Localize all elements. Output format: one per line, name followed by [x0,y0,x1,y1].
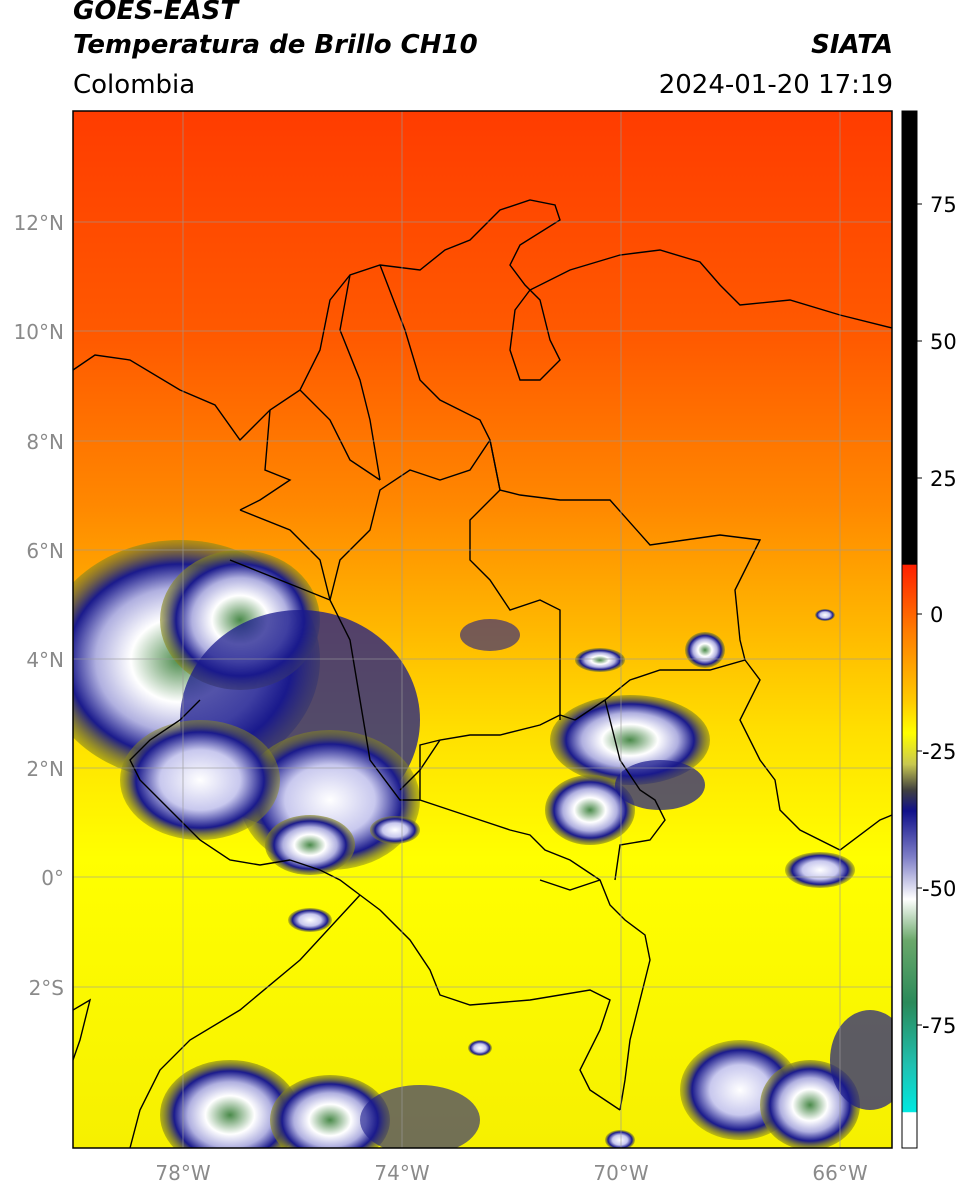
lon-tick: 70°W [593,1161,648,1185]
graticule [73,111,892,1148]
colorbar-labels: 75 50 25 0 -25 -50 -75 [922,193,957,1038]
lat-tick: 12°N [14,211,64,235]
map-frame [72,110,893,1149]
longitude-labels: 78°W 74°W 70°W 66°W [155,1161,867,1185]
lat-tick: 2°S [29,976,64,1000]
colorbar-tick-label: 0 [930,603,943,627]
lon-tick: 78°W [155,1161,210,1185]
brightness-temperature-field [73,111,892,1148]
country-borders [73,199,892,1148]
lat-tick: 6°N [26,539,64,563]
agency-label: SIATA [811,30,893,60]
colorbar-ticks [917,203,922,1026]
cloud-systems [73,540,892,1148]
lat-tick: 4°N [26,648,64,672]
lon-tick: 66°W [812,1161,867,1185]
lat-tick: 2°N [26,757,64,781]
colorbar-tick-label: -75 [922,1014,956,1038]
latitude-labels: 12°N 10°N 8°N 6°N 4°N 2°N 0° 2°S [14,211,64,1000]
product-title: Temperatura de Brillo CH10 [73,30,478,60]
timestamp-label: 2024-01-20 17:19 [658,70,893,100]
lat-tick: 0° [41,866,64,890]
colorbar-tick-label: 50 [930,330,957,354]
colorbar [901,110,918,1149]
colorbar-tick-label: -25 [922,740,956,764]
region-label: Colombia [73,70,196,100]
colorbar-tick-label: 25 [930,467,957,491]
colorbar-tick-label: 75 [930,193,957,217]
satellite-title: GOES-EAST [73,0,239,26]
lat-tick: 8°N [26,430,64,454]
lat-tick: 10°N [14,320,64,344]
lon-tick: 74°W [374,1161,429,1185]
colorbar-tick-label: -50 [922,877,956,901]
